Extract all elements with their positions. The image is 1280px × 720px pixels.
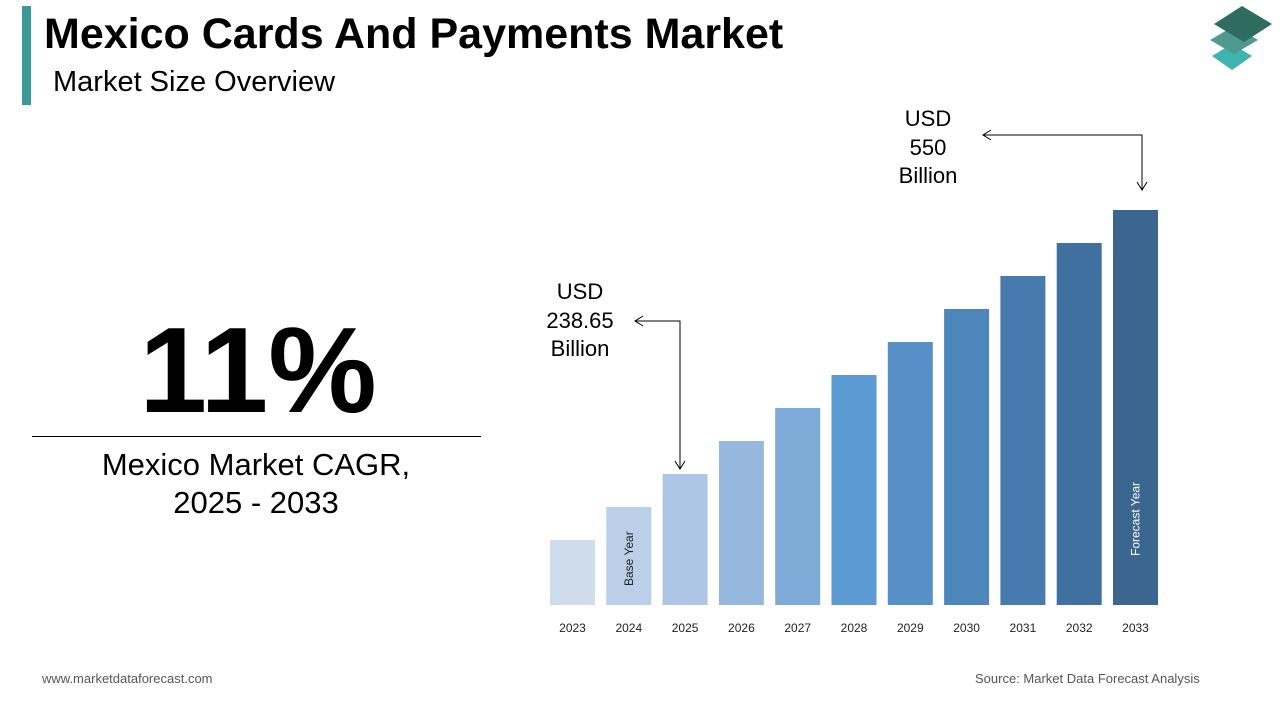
bar-2033 (1113, 210, 1158, 605)
logo-layer-top (1214, 6, 1272, 42)
website-link[interactable]: www.marketdataforecast.com (42, 671, 213, 686)
bar-2027 (775, 408, 821, 605)
bar-2023 (550, 540, 595, 605)
cagr-label-line2: 2025 - 2033 (173, 485, 339, 520)
x-tick-label: 2032 (1066, 621, 1093, 635)
annotation-currency: USD (556, 279, 604, 304)
bar-label-2024: Base Year (622, 531, 636, 586)
logo-layer-bottom (1212, 44, 1252, 70)
bar-2025 (662, 474, 708, 605)
divider (32, 436, 481, 437)
annotation-unit: Billion (550, 336, 610, 361)
title-accent-bar (22, 6, 31, 105)
stacked-layers-icon (1210, 6, 1272, 70)
annotation-value: 238.65 (546, 307, 614, 333)
source-note: Source: Market Data Forecast Analysis (975, 671, 1200, 686)
annotation-arrow-2025 (635, 320, 681, 469)
page-subtitle: Market Size Overview (53, 66, 336, 98)
annotation-currency: USD (904, 106, 952, 131)
x-tick-label: 2028 (841, 621, 868, 635)
x-tick-label: 2026 (728, 621, 755, 635)
x-tick-label: 2025 (672, 621, 699, 635)
x-tick-label: 2027 (784, 621, 811, 635)
bar-2031 (1000, 276, 1046, 605)
arrowhead-left-2033 (982, 129, 992, 141)
arrowhead-left-2025 (634, 315, 644, 327)
cagr-value: 11% (139, 302, 377, 438)
bar-2024 (606, 507, 652, 605)
bar-2029 (887, 342, 933, 605)
x-tick-label: 2024 (615, 621, 642, 635)
bar-2028 (831, 375, 877, 605)
bar-2032 (1056, 243, 1102, 605)
annotation-arrow-2033 (983, 134, 1143, 190)
cagr-label: Mexico Market CAGR, 2025 - 2033 (40, 446, 472, 522)
annotation-2033: USD 550 Billion (868, 105, 988, 191)
page-title: Mexico Cards And Payments Market (44, 10, 784, 58)
bar-2030 (944, 309, 990, 605)
annotation-2025: USD 238.65 Billion (520, 278, 640, 364)
bar-label-2033: Forecast Year (1129, 482, 1143, 556)
x-tick-label: 2030 (953, 621, 980, 635)
x-tick-label: 2023 (559, 621, 586, 635)
arrowhead-down-2025 (674, 460, 686, 470)
x-tick-label: 2031 (1010, 621, 1037, 635)
x-tick-label: 2033 (1122, 621, 1149, 635)
bar-2026 (718, 441, 764, 605)
cagr-label-line1: Mexico Market CAGR, (101, 447, 411, 482)
annotation-unit: Billion (898, 163, 958, 188)
arrowhead-down-2033 (1136, 181, 1148, 191)
annotation-value: 550 (909, 134, 947, 160)
x-tick-label: 2029 (897, 621, 924, 635)
